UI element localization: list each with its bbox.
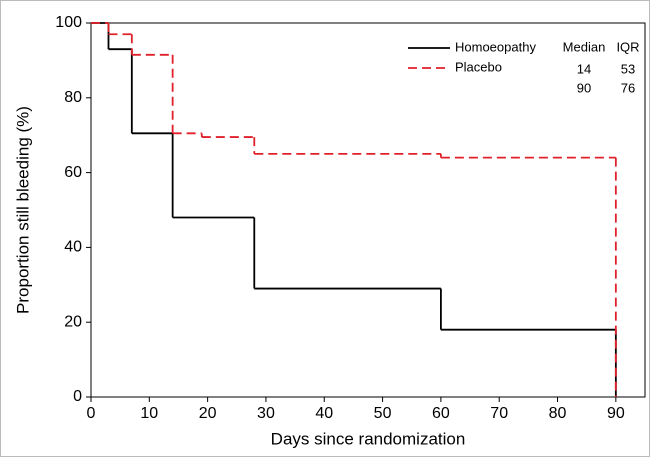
x-tick-label: 20 (199, 405, 217, 422)
table-cell: 76 (621, 80, 635, 95)
x-axis-label: Days since randomization (271, 429, 466, 448)
y-tick-label: 40 (64, 239, 82, 256)
x-tick-label: 30 (257, 405, 275, 422)
table-header: Median (563, 39, 606, 54)
legend-label: Homoeopathy (455, 39, 536, 54)
table-cell: 90 (577, 80, 591, 95)
legend-label: Placebo (455, 59, 502, 74)
y-axis-label: Proportion still bleeding (%) (13, 106, 32, 314)
x-tick-label: 50 (374, 405, 392, 422)
plot-frame (90, 22, 646, 398)
x-tick-label: 70 (490, 405, 508, 422)
table-header: IQR (616, 39, 639, 54)
y-tick-label: 100 (55, 14, 82, 31)
x-tick-label: 90 (607, 405, 625, 422)
y-tick-label: 0 (73, 388, 82, 405)
y-tick-label: 80 (64, 89, 82, 106)
table-cell: 53 (621, 61, 635, 76)
x-tick-label: 0 (87, 405, 96, 422)
x-tick-label: 40 (315, 405, 333, 422)
y-tick-label: 60 (64, 164, 82, 181)
x-tick-label: 10 (140, 405, 158, 422)
x-tick-label: 80 (549, 405, 567, 422)
y-tick-label: 20 (64, 313, 82, 330)
x-tick-label: 60 (432, 405, 450, 422)
table-cell: 14 (577, 61, 591, 76)
